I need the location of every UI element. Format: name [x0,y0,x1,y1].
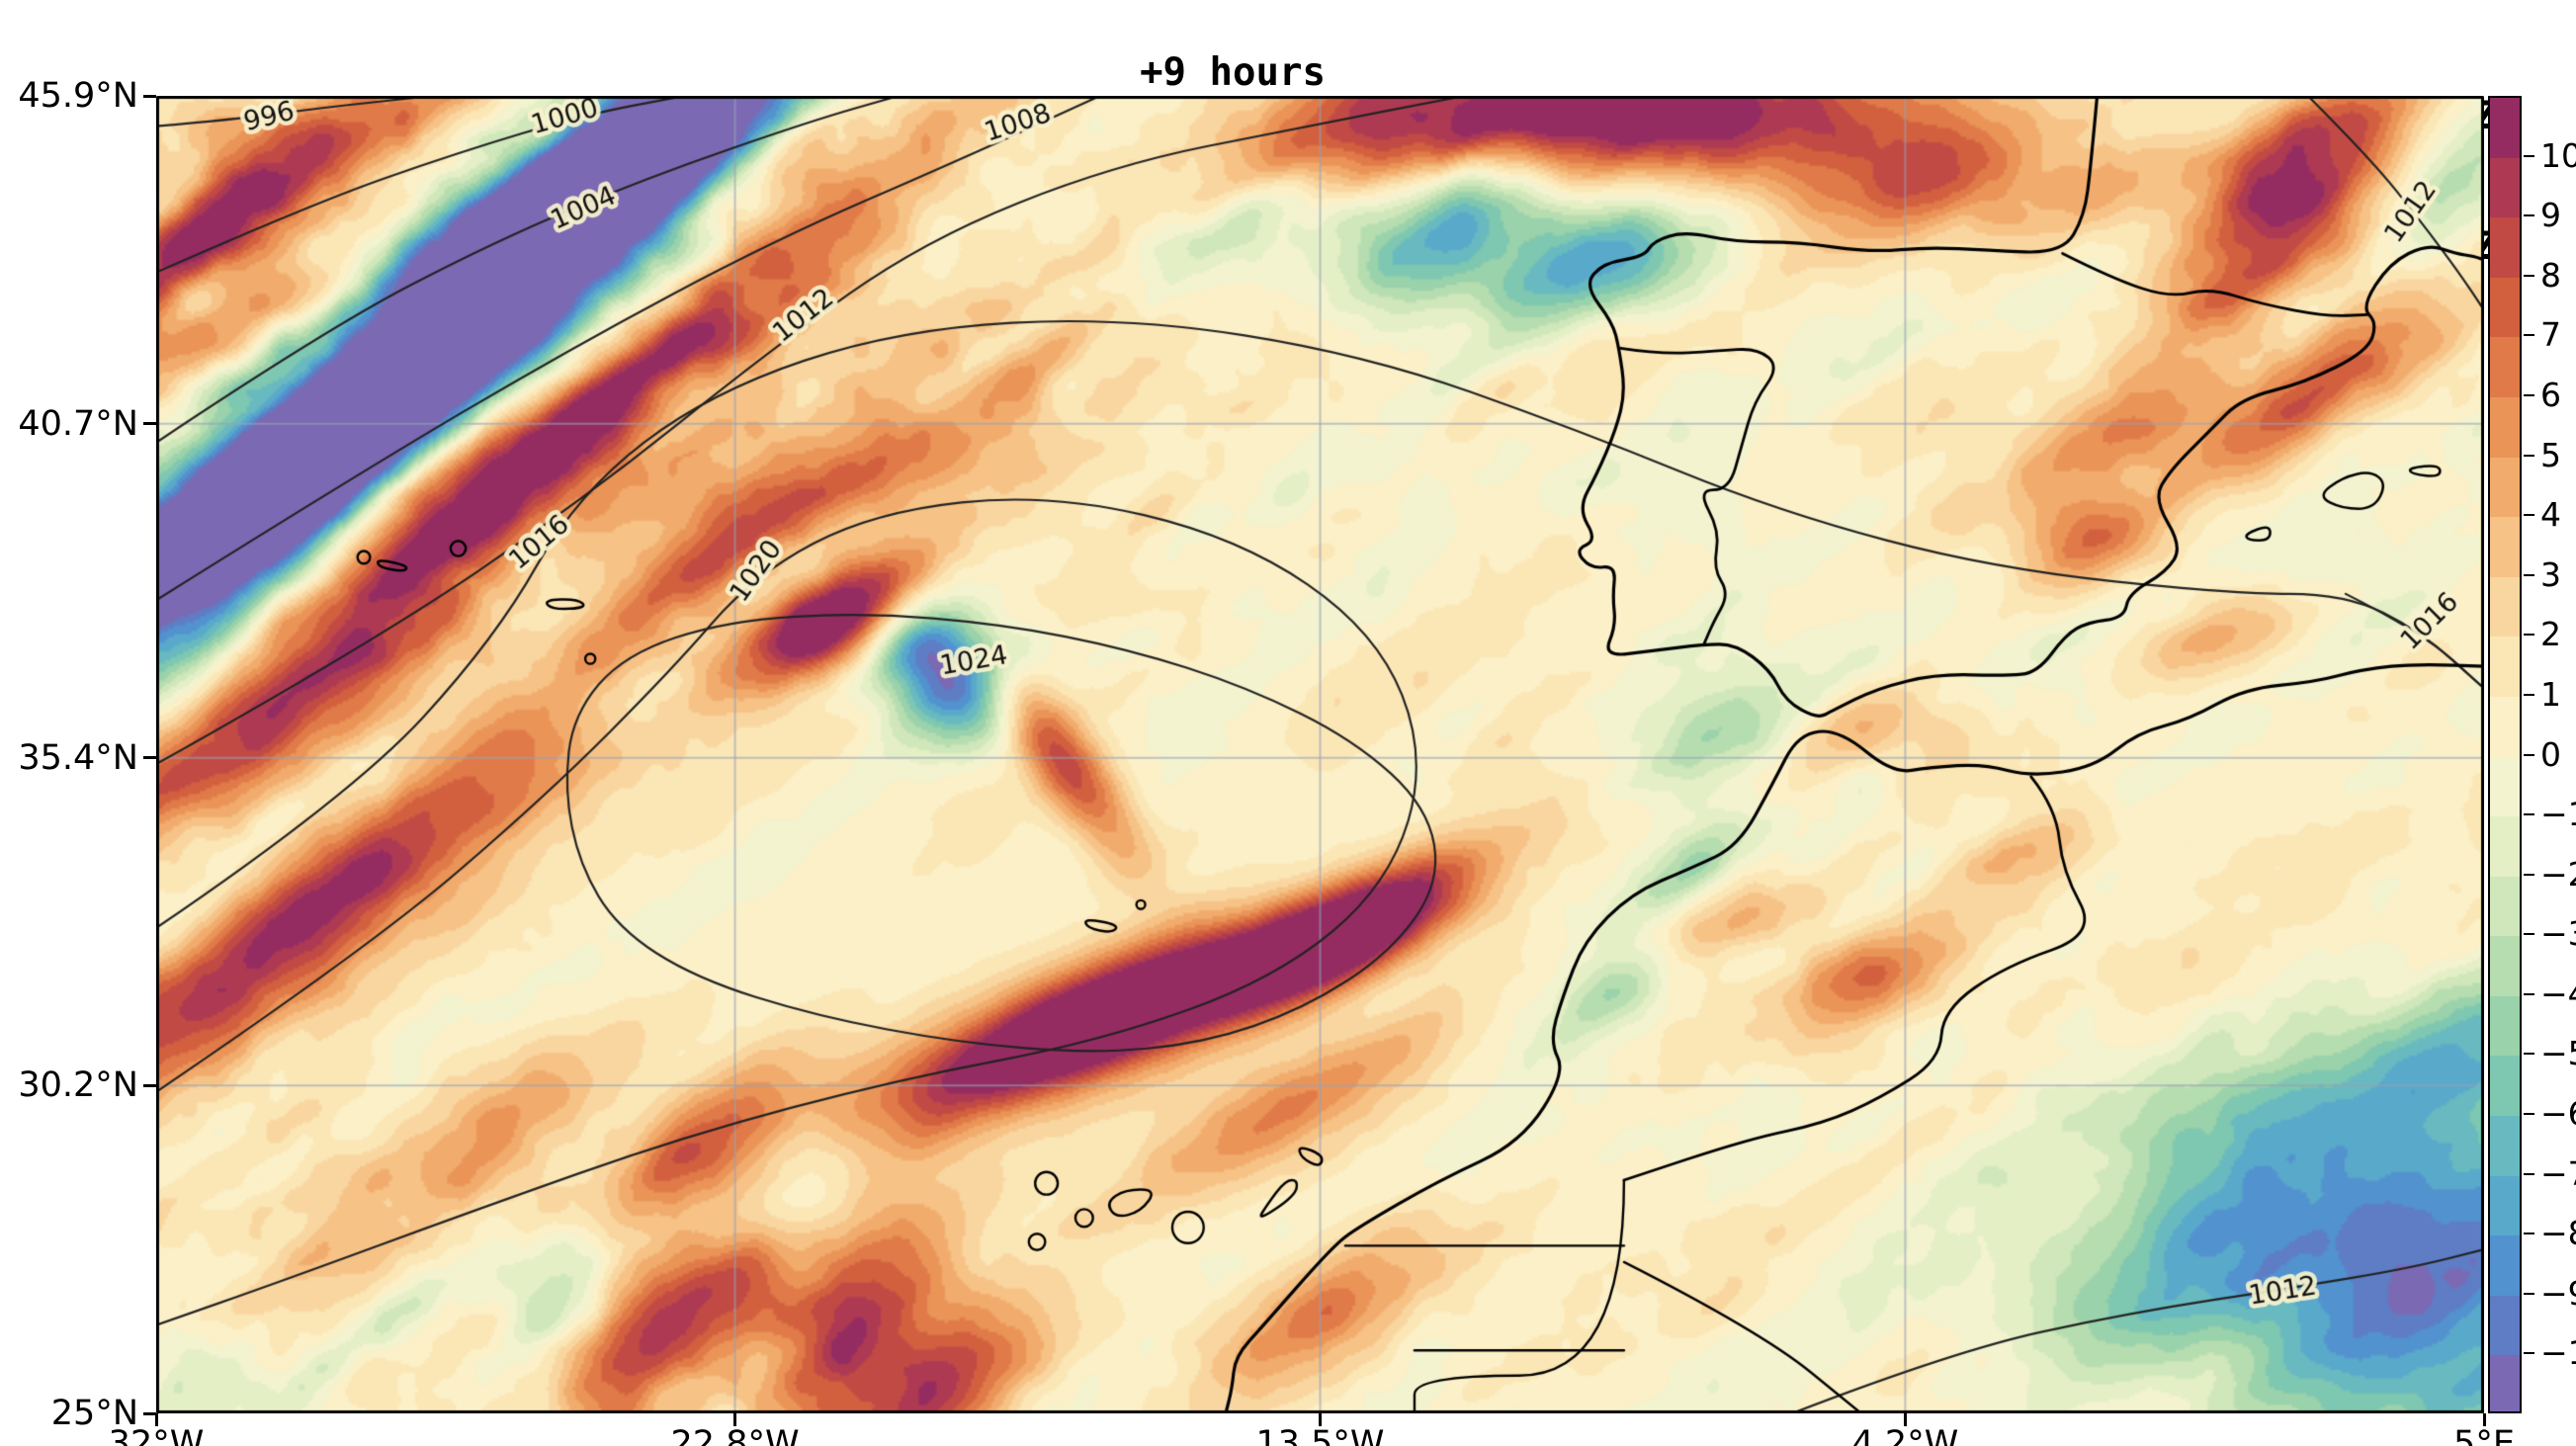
colorbar-band [2490,816,2520,878]
colorbar-tick-mark [2524,454,2534,457]
lon-tick-mark [733,1413,737,1426]
colorbar-band [2490,936,2520,997]
colorbar-tick-mark [2524,1172,2534,1175]
colorbar-tick-label: 8 [2540,255,2561,295]
lon-tick-mark [154,1413,158,1426]
colorbar-tick-mark [2524,1292,2534,1295]
colorbar-tick-mark [2524,573,2534,576]
colorbar-tick-label: 7 [2540,315,2561,355]
colorbar-tick-label: −8 [2540,1214,2576,1253]
lon-tick-label: 5°E [2453,1424,2515,1446]
colorbar-band [2490,1056,2520,1117]
colorbar-tick-label: −7 [2540,1153,2576,1193]
colorbar-tick-label: 6 [2540,375,2561,414]
colorbar-tick-mark [2524,274,2534,277]
colorbar-tick-label: 9 [2540,196,2561,235]
colorbar-band [2490,217,2520,279]
colorbar-band [2490,1295,2520,1356]
colorbar-tick-mark [2524,1053,2534,1056]
colorbar-tick-mark [2524,933,2534,936]
colorbar-tick-label: 3 [2540,554,2561,594]
colorbar-tick-mark [2524,992,2534,995]
colorbar-band [2490,337,2520,398]
colorbar-band [2490,1355,2520,1411]
map-overlay-canvas [156,96,2484,1413]
colorbar-tick-label: −1 [2540,795,2576,834]
colorbar-band [2490,876,2520,937]
colorbar-tick-label: 4 [2540,495,2561,535]
lat-tick-label: 35.4°N [18,737,138,778]
lead-time-label: +9 hours [1140,50,1326,95]
colorbar-band [2490,637,2520,698]
lat-tick-label: 30.2°N [18,1065,138,1106]
colorbar-band [2490,576,2520,638]
lat-tick-label: 40.7°N [18,403,138,444]
colorbar-tick-mark [2524,813,2534,816]
colorbar-tick-label: −10 [2540,1333,2576,1373]
colorbar-tick-mark [2524,1352,2534,1355]
colorbar-band [2490,517,2520,578]
colorbar-tick-mark [2524,514,2534,517]
lon-tick-label: 4.2°W [1851,1424,1959,1446]
lat-tick-mark [143,422,156,426]
lat-tick-label: 45.9°N [18,76,138,116]
colorbar-tick-label: 1 [2540,674,2561,714]
colorbar-tick-label: 0 [2540,734,2561,774]
colorbar-tick-label: 2 [2540,615,2561,654]
colorbar-band [2490,1175,2520,1236]
lat-tick-label: 25°N [50,1394,138,1433]
lat-tick-mark [143,1083,156,1087]
colorbar-tick-mark [2524,753,2534,756]
colorbar-tick-mark [2524,214,2534,217]
colorbar-tick-mark [2524,873,2534,876]
map-area [156,96,2484,1413]
lat-tick-mark [143,94,156,98]
colorbar-band [2490,277,2520,338]
colorbar-band [2490,457,2520,518]
colorbar-tick-mark [2524,393,2534,396]
colorbar-band [2490,1235,2520,1297]
colorbar-tick-mark [2524,334,2534,337]
colorbar-tick-label: −6 [2540,1094,2576,1134]
colorbar-tick-mark [2524,634,2534,637]
lon-tick-label: 22.8°W [670,1424,800,1446]
lon-tick-label: 32°W [108,1424,205,1446]
colorbar-tick-label: −9 [2540,1273,2576,1313]
colorbar-band [2490,756,2520,817]
colorbar-tick-mark [2524,693,2534,696]
colorbar-band [2490,157,2520,218]
colorbar-tick-mark [2524,154,2534,157]
lon-tick-mark [1319,1413,1322,1426]
colorbar-band [2490,98,2520,159]
colorbar-band [2490,696,2520,758]
lon-tick-label: 13.5°W [1255,1424,1385,1446]
lat-tick-mark [143,1411,156,1415]
colorbar-tick-mark [2524,1113,2534,1116]
colorbar-band [2490,396,2520,459]
colorbar-tick-label: −4 [2540,974,2576,1013]
colorbar-scale [2488,96,2522,1413]
lon-tick-mark [1903,1413,1907,1426]
lon-tick-mark [2482,1413,2486,1426]
colorbar-tick-label: −3 [2540,914,2576,954]
colorbar-tick-mark [2524,1233,2534,1235]
colorbar-tick-label: −2 [2540,854,2576,893]
colorbar-band [2490,1116,2520,1177]
colorbar-tick-label: 5 [2540,435,2561,474]
colorbar-tick-label: 10 [2540,135,2576,175]
colorbar-band [2490,995,2520,1058]
colorbar-tick-label: −5 [2540,1034,2576,1073]
lat-tick-mark [143,756,156,760]
